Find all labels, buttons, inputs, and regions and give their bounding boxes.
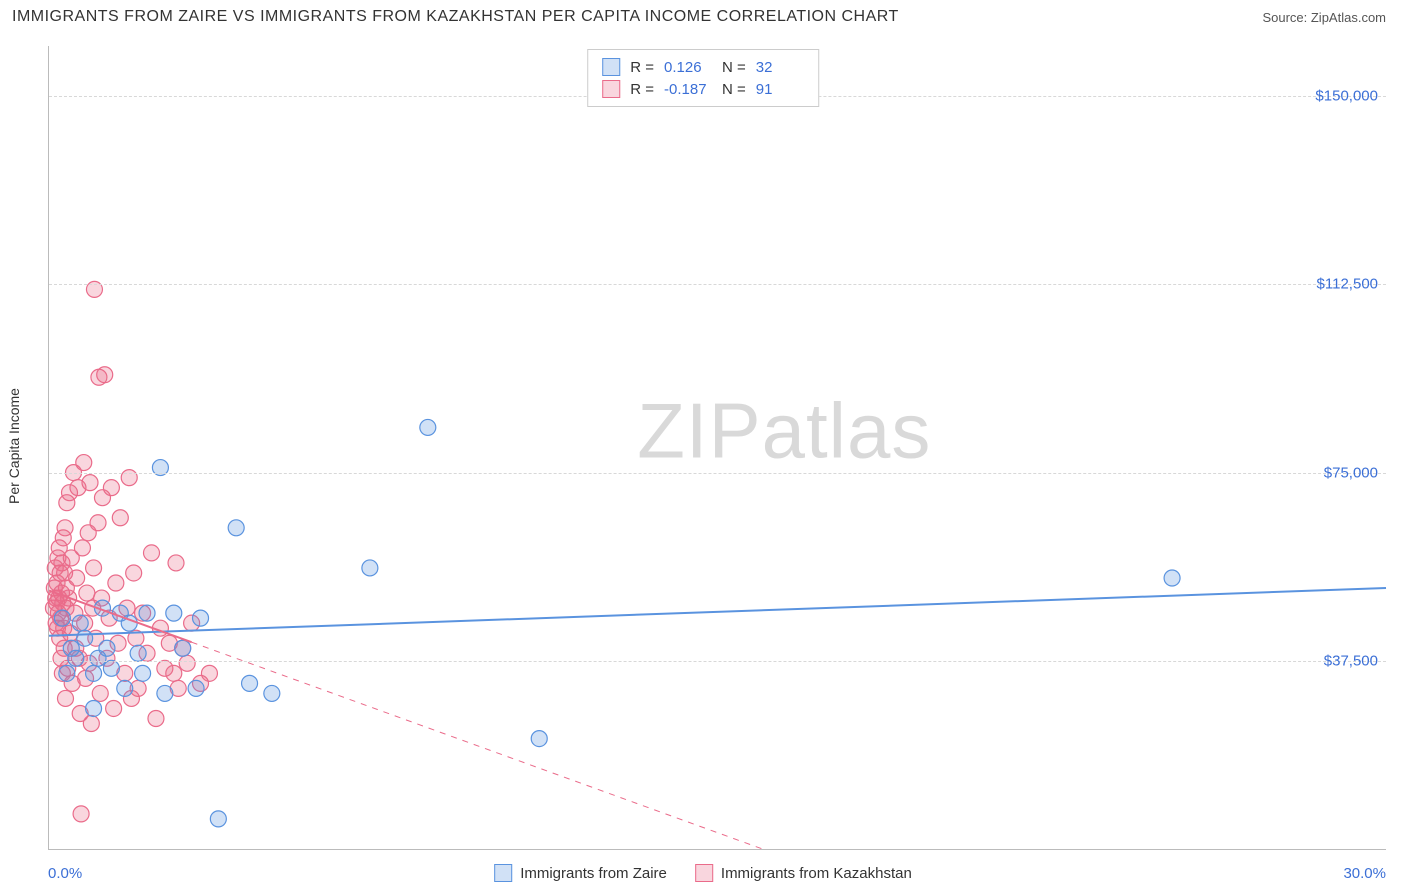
r-label: R = <box>630 59 654 76</box>
n-value-0: 32 <box>756 59 804 76</box>
chart-plot-area: ZIPatlas $37,500$75,000$112,500$150,000 <box>48 46 1386 850</box>
y-axis-label: Per Capita Income <box>6 388 22 504</box>
legend-stats-row-1: R = -0.187 N = 91 <box>602 78 804 100</box>
n-value-1: 91 <box>756 81 804 98</box>
bottom-legend-label-0: Immigrants from Zaire <box>520 865 667 882</box>
swatch-zaire <box>602 58 620 76</box>
y-tick-label: $150,000 <box>1315 88 1378 105</box>
swatch-kazakhstan <box>602 80 620 98</box>
chart-title: IMMIGRANTS FROM ZAIRE VS IMMIGRANTS FROM… <box>12 8 899 26</box>
swatch-kazakhstan-bottom <box>695 864 713 882</box>
legend-stats-box: R = 0.126 N = 32 R = -0.187 N = 91 <box>587 49 819 107</box>
y-tick-label: $75,000 <box>1324 464 1378 481</box>
n-label: N = <box>722 59 746 76</box>
y-tick-label: $37,500 <box>1324 652 1378 669</box>
bottom-legend-label-1: Immigrants from Kazakhstan <box>721 865 912 882</box>
swatch-zaire-bottom <box>494 864 512 882</box>
n-label: N = <box>722 81 746 98</box>
x-tick-left: 0.0% <box>48 865 82 882</box>
bottom-legend-item-1: Immigrants from Kazakhstan <box>695 864 912 882</box>
bottom-legend-item-0: Immigrants from Zaire <box>494 864 667 882</box>
r-value-1: -0.187 <box>664 81 712 98</box>
source-label: Source: ZipAtlas.com <box>1262 10 1386 25</box>
plot-svg <box>49 46 1386 849</box>
bottom-legend: Immigrants from Zaire Immigrants from Ka… <box>494 864 912 882</box>
legend-stats-row-0: R = 0.126 N = 32 <box>602 56 804 78</box>
y-tick-label: $112,500 <box>1317 276 1378 293</box>
x-tick-right: 30.0% <box>1343 865 1386 882</box>
header: IMMIGRANTS FROM ZAIRE VS IMMIGRANTS FROM… <box>0 0 1406 30</box>
r-value-0: 0.126 <box>664 59 712 76</box>
r-label: R = <box>630 81 654 98</box>
